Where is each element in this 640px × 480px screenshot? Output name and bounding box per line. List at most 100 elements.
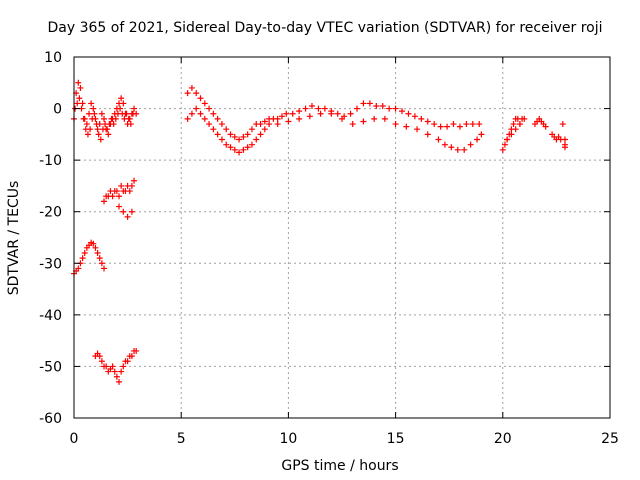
- data-point: [285, 118, 292, 125]
- data-point: [97, 136, 104, 143]
- chart-title: Day 365 of 2021, Sidereal Day-to-day VTE…: [47, 20, 602, 36]
- data-point: [116, 203, 123, 210]
- data-point: [360, 118, 367, 125]
- series-cluster-minus-30: [71, 239, 108, 277]
- data-point: [306, 113, 313, 120]
- data-point: [104, 126, 111, 133]
- x-tick-label: 5: [177, 431, 186, 447]
- data-point: [125, 115, 132, 122]
- data-point: [110, 121, 117, 128]
- data-point: [75, 265, 82, 272]
- data-point: [328, 110, 335, 117]
- data-point: [112, 115, 119, 122]
- data-point: [214, 131, 221, 138]
- series-long-track-lower: [184, 105, 485, 156]
- data-point: [257, 131, 264, 138]
- data-point: [89, 115, 96, 122]
- data-point: [127, 121, 134, 128]
- data-point: [117, 105, 124, 112]
- data-point: [504, 136, 511, 143]
- y-tick-label: -60: [39, 411, 62, 427]
- data-point: [101, 198, 108, 205]
- data-point: [469, 121, 476, 128]
- x-tick-label: 15: [387, 431, 405, 447]
- data-point: [113, 373, 120, 380]
- data-point: [317, 110, 324, 117]
- data-point: [437, 123, 444, 130]
- data-point: [105, 131, 112, 138]
- data-point: [253, 136, 260, 143]
- data-point: [90, 105, 97, 112]
- data-point: [561, 136, 568, 143]
- data-point: [542, 123, 549, 130]
- data-point: [79, 100, 86, 107]
- data-point: [95, 131, 102, 138]
- data-point: [296, 108, 303, 115]
- data-point: [334, 110, 341, 117]
- data-point: [109, 363, 116, 370]
- data-point: [75, 79, 82, 86]
- data-point: [98, 260, 105, 267]
- data-point: [450, 121, 457, 128]
- data-point: [98, 110, 105, 117]
- data-point: [197, 95, 204, 102]
- data-point: [201, 115, 208, 122]
- data-point: [90, 240, 97, 247]
- data-point: [308, 102, 315, 109]
- data-point: [124, 358, 131, 365]
- data-point: [411, 113, 418, 120]
- x-tick-label: 25: [601, 431, 619, 447]
- data-point: [76, 95, 83, 102]
- series-cluster-minus-20: [101, 177, 138, 220]
- data-point: [210, 126, 217, 133]
- data-point: [92, 244, 99, 251]
- data-point: [431, 121, 438, 128]
- data-point: [206, 121, 213, 128]
- y-tick-label: -40: [39, 308, 62, 324]
- data-point: [261, 126, 268, 133]
- x-tick-label: 20: [494, 431, 512, 447]
- data-point: [118, 368, 125, 375]
- data-point: [349, 121, 356, 128]
- data-point: [113, 188, 120, 195]
- data-point: [463, 121, 470, 128]
- data-point: [248, 141, 255, 148]
- data-point: [231, 133, 238, 140]
- data-point: [88, 100, 95, 107]
- plot-frame: [73, 56, 611, 419]
- data-point: [126, 188, 133, 195]
- data-point: [201, 100, 208, 107]
- data-point: [120, 100, 127, 107]
- data-point: [128, 182, 135, 189]
- data-point: [454, 146, 461, 153]
- data-point: [128, 208, 135, 215]
- data-point: [188, 110, 195, 117]
- data-point: [96, 353, 103, 360]
- data-point: [302, 105, 309, 112]
- data-point: [474, 136, 481, 143]
- data-point: [131, 105, 138, 112]
- data-point: [476, 121, 483, 128]
- data-point: [218, 136, 225, 143]
- data-point: [109, 193, 116, 200]
- data-point: [193, 90, 200, 97]
- data-point: [360, 100, 367, 107]
- data-point: [240, 133, 247, 140]
- data-point: [93, 121, 100, 128]
- data-point: [315, 105, 322, 112]
- data-point: [278, 113, 285, 120]
- data-point: [399, 108, 406, 115]
- data-point: [499, 146, 506, 153]
- data-point: [508, 131, 515, 138]
- data-point: [266, 121, 273, 128]
- y-tick-label: 10: [44, 50, 62, 66]
- data-point: [405, 110, 412, 117]
- data-point: [392, 121, 399, 128]
- data-point: [274, 115, 281, 122]
- data-point: [210, 110, 217, 117]
- data-point: [366, 100, 373, 107]
- data-point: [236, 136, 243, 143]
- data-point: [223, 126, 230, 133]
- data-point: [74, 100, 81, 107]
- data-point: [84, 131, 91, 138]
